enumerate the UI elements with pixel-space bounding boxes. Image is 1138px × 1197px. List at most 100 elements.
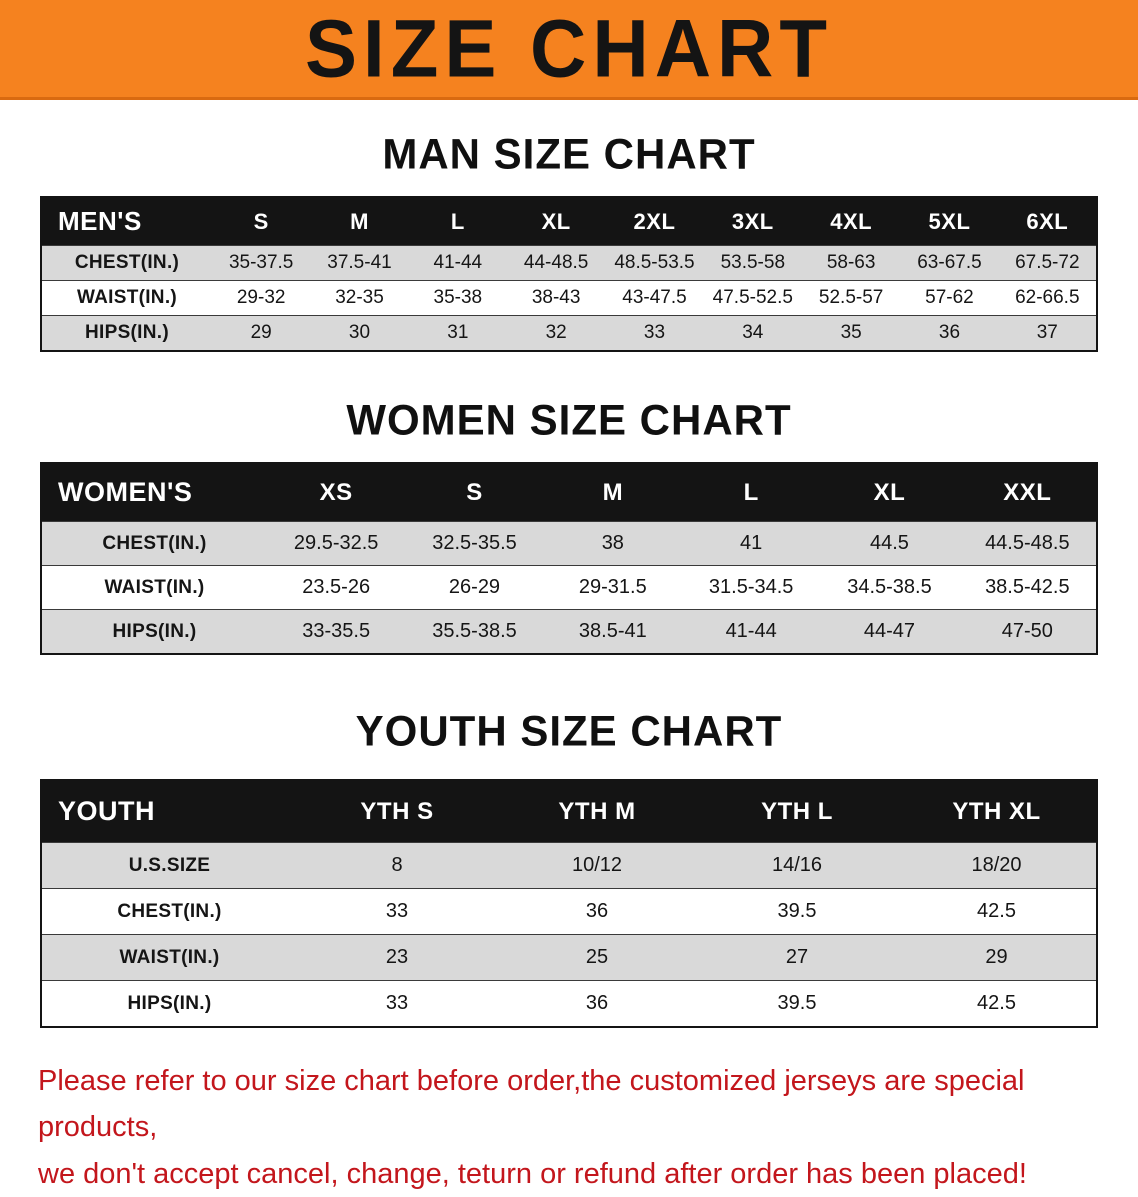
size-column-header: 4XL [801, 197, 901, 246]
table-row: U.S.SIZE 8 10/12 14/16 18/20 [41, 842, 1097, 889]
size-column-header: YTH L [697, 780, 897, 843]
size-column-header: XL [506, 197, 606, 246]
table-row: CHEST(IN.) 35-37.5 37.5-41 41-44 44-48.5 48.5… [41, 245, 1097, 281]
size-value-cell: 26-29 [405, 565, 544, 610]
size-value-cell: 25 [497, 934, 697, 981]
size-value-cell: 33-35.5 [267, 609, 406, 654]
size-value-cell: 44-47 [820, 609, 959, 654]
size-value-cell: 32-35 [310, 280, 409, 316]
women-size-table: WOMEN'S XS S M L XL XXL CHEST(IN.) 29.5-32.5 32.5… [40, 462, 1098, 655]
men-size-table: MEN'S S M L XL 2XL 3XL 4XL 5XL 6XL CHEST(IN.) 35-37… [40, 196, 1098, 352]
size-value-cell: 47-50 [958, 609, 1097, 654]
size-value-cell: 58-63 [801, 245, 901, 281]
size-value-cell: 36 [497, 980, 697, 1027]
size-value-cell: 29.5-32.5 [267, 521, 406, 566]
size-value-cell: 47.5-52.5 [703, 280, 802, 316]
size-value-cell: 27 [697, 934, 897, 981]
size-value-cell: 32.5-35.5 [405, 521, 544, 566]
size-value-cell: 35.5-38.5 [405, 609, 544, 654]
size-column-header: 5XL [900, 197, 999, 246]
size-value-cell: 33 [297, 888, 497, 935]
size-column-header: 2XL [605, 197, 704, 246]
size-value-cell: 29 [212, 315, 311, 351]
size-value-cell: 34.5-38.5 [820, 565, 959, 610]
men-chart-heading: MAN SIZE CHART [382, 129, 756, 178]
size-value-cell: 35-37.5 [212, 245, 311, 281]
size-value-cell: 35-38 [408, 280, 507, 316]
table-title-cell: MEN'S [41, 197, 212, 246]
row-label-cell: HIPS(IN.) [41, 980, 297, 1027]
size-value-cell: 38.5-41 [543, 609, 682, 654]
banner-title: SIZE CHART [305, 1, 833, 95]
row-label-cell: CHEST(IN.) [41, 888, 297, 935]
table-row: CHEST(IN.) 33 36 39.5 42.5 [41, 888, 1097, 935]
size-value-cell: 10/12 [497, 842, 697, 889]
row-label-cell: HIPS(IN.) [41, 609, 267, 654]
size-column-header: XL [820, 463, 959, 522]
size-column-header: L [408, 197, 507, 246]
size-value-cell: 44.5-48.5 [958, 521, 1097, 566]
size-value-cell: 44-48.5 [506, 245, 606, 281]
size-column-header: S [405, 463, 544, 522]
size-value-cell: 39.5 [697, 888, 897, 935]
size-value-cell: 18/20 [897, 842, 1097, 889]
size-chart-banner: SIZE CHART [0, 0, 1138, 100]
table-title-cell: WOMEN'S [41, 463, 267, 522]
size-column-header: M [310, 197, 409, 246]
size-value-cell: 62-66.5 [998, 280, 1097, 316]
table-header-row: MEN'S S M L XL 2XL 3XL 4XL 5XL 6XL [41, 197, 1097, 246]
size-column-header: M [543, 463, 682, 522]
size-value-cell: 48.5-53.5 [605, 245, 704, 281]
row-label-cell: U.S.SIZE [41, 842, 297, 889]
youth-size-chart-section: YOUTH SIZE CHART YOUTH YTH S YTH M YTH L YTH… [0, 707, 1138, 1028]
row-label-cell: WAIST(IN.) [41, 934, 297, 981]
size-value-cell: 23 [297, 934, 497, 981]
order-policy-line-2: we don't accept cancel, change, teturn o… [38, 1157, 1027, 1190]
size-value-cell: 8 [297, 842, 497, 889]
order-policy-line-1: Please refer to our size chart before or… [38, 1065, 1025, 1144]
size-value-cell: 14/16 [697, 842, 897, 889]
size-column-header: YTH S [297, 780, 497, 843]
table-row: WAIST(IN.) 23.5-26 26-29 29-31.5 31.5-34.5 34… [41, 565, 1097, 610]
size-value-cell: 39.5 [697, 980, 897, 1027]
size-value-cell: 29-31.5 [543, 565, 682, 610]
row-label-cell: CHEST(IN.) [41, 521, 267, 566]
size-value-cell: 67.5-72 [998, 245, 1097, 281]
youth-chart-heading: YOUTH SIZE CHART [355, 706, 783, 755]
table-row: WAIST(IN.) 29-32 32-35 35-38 38-43 43-47.5 47.… [41, 280, 1097, 316]
size-value-cell: 30 [310, 315, 409, 351]
size-value-cell: 33 [297, 980, 497, 1027]
table-header-row: YOUTH YTH S YTH M YTH L YTH XL [41, 780, 1097, 843]
size-value-cell: 37.5-41 [310, 245, 409, 281]
table-row: HIPS(IN.) 33 36 39.5 42.5 [41, 980, 1097, 1027]
size-value-cell: 36 [497, 888, 697, 935]
size-value-cell: 41-44 [408, 245, 507, 281]
size-value-cell: 57-62 [900, 280, 999, 316]
order-policy-note: Please refer to our size chart before or… [38, 1058, 1102, 1197]
size-value-cell: 36 [900, 315, 999, 351]
table-row: HIPS(IN.) 33-35.5 35.5-38.5 38.5-41 41-44 44-… [41, 609, 1097, 654]
size-value-cell: 31.5-34.5 [681, 565, 821, 610]
size-value-cell: 29-32 [212, 280, 311, 316]
row-label-cell: HIPS(IN.) [41, 315, 212, 351]
size-value-cell: 42.5 [897, 888, 1097, 935]
size-column-header: 3XL [703, 197, 802, 246]
row-label-cell: WAIST(IN.) [41, 280, 212, 316]
size-value-cell: 42.5 [897, 980, 1097, 1027]
size-value-cell: 41-44 [681, 609, 821, 654]
size-value-cell: 32 [506, 315, 606, 351]
size-value-cell: 38 [543, 521, 682, 566]
row-label-cell: WAIST(IN.) [41, 565, 267, 610]
size-value-cell: 41 [681, 521, 821, 566]
size-value-cell: 31 [408, 315, 507, 351]
size-value-cell: 38-43 [506, 280, 606, 316]
size-column-header: XXL [958, 463, 1097, 522]
size-value-cell: 53.5-58 [703, 245, 802, 281]
men-size-chart-section: MAN SIZE CHART MEN'S S M L XL 2XL 3XL 4XL 5XL 6XL… [0, 130, 1138, 352]
size-column-header: L [681, 463, 821, 522]
women-size-chart-section: WOMEN SIZE CHART WOMEN'S XS S M L XL XXL CHEST(… [0, 396, 1138, 655]
size-value-cell: 38.5-42.5 [958, 565, 1097, 610]
size-value-cell: 44.5 [820, 521, 959, 566]
size-value-cell: 29 [897, 934, 1097, 981]
size-column-header: YTH M [497, 780, 697, 843]
